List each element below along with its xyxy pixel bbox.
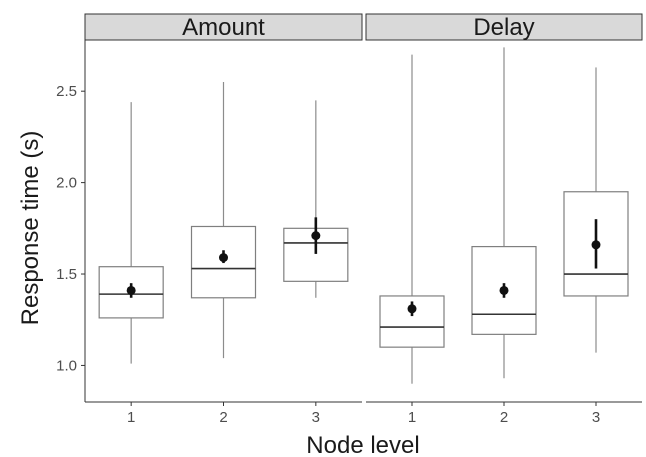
boxplot-delay-2: [471, 47, 537, 379]
mean-point: [499, 285, 509, 295]
x-tick-label: 1: [127, 409, 135, 426]
mean-point: [591, 240, 601, 250]
y-tick-label: 1.0: [56, 357, 77, 374]
facet-strip-amount: [84, 13, 363, 41]
x-tick-label: 1: [408, 409, 416, 426]
y-tick-label: 2.5: [56, 83, 77, 100]
boxplot-amount-2: [190, 82, 257, 359]
facet-strips: Amount Delay: [84, 13, 643, 41]
x-tick-label: 2: [219, 409, 227, 426]
x-tick-label: 3: [592, 409, 600, 426]
chart-marks: [98, 47, 629, 384]
mean-point: [407, 304, 417, 314]
boxplot-delay-1: [379, 54, 445, 384]
x-tick-label: 2: [500, 409, 508, 426]
y-tick-label: 1.5: [56, 266, 77, 283]
boxplot-delay-3: [563, 67, 629, 353]
mean-point: [219, 253, 228, 263]
mean-point: [126, 285, 136, 295]
boxplot-amount-3: [283, 100, 349, 298]
box-iqr: [283, 227, 349, 282]
x-tick-label: 3: [312, 409, 320, 426]
facet-label-delay: Delay: [473, 14, 534, 41]
mean-point: [311, 231, 321, 241]
x-axis-title: Node level: [306, 432, 419, 457]
facet-label-amount: Amount: [182, 14, 265, 41]
axes: 1 2 3 1.0 1.5 2.0 2.5 1 2 3: [56, 40, 642, 426]
y-tick-label: 2.0: [56, 175, 77, 192]
y-axis-title: Response time (s): [17, 131, 44, 326]
facet-strip-delay: [365, 13, 643, 41]
boxplot-amount-1: [98, 102, 164, 364]
